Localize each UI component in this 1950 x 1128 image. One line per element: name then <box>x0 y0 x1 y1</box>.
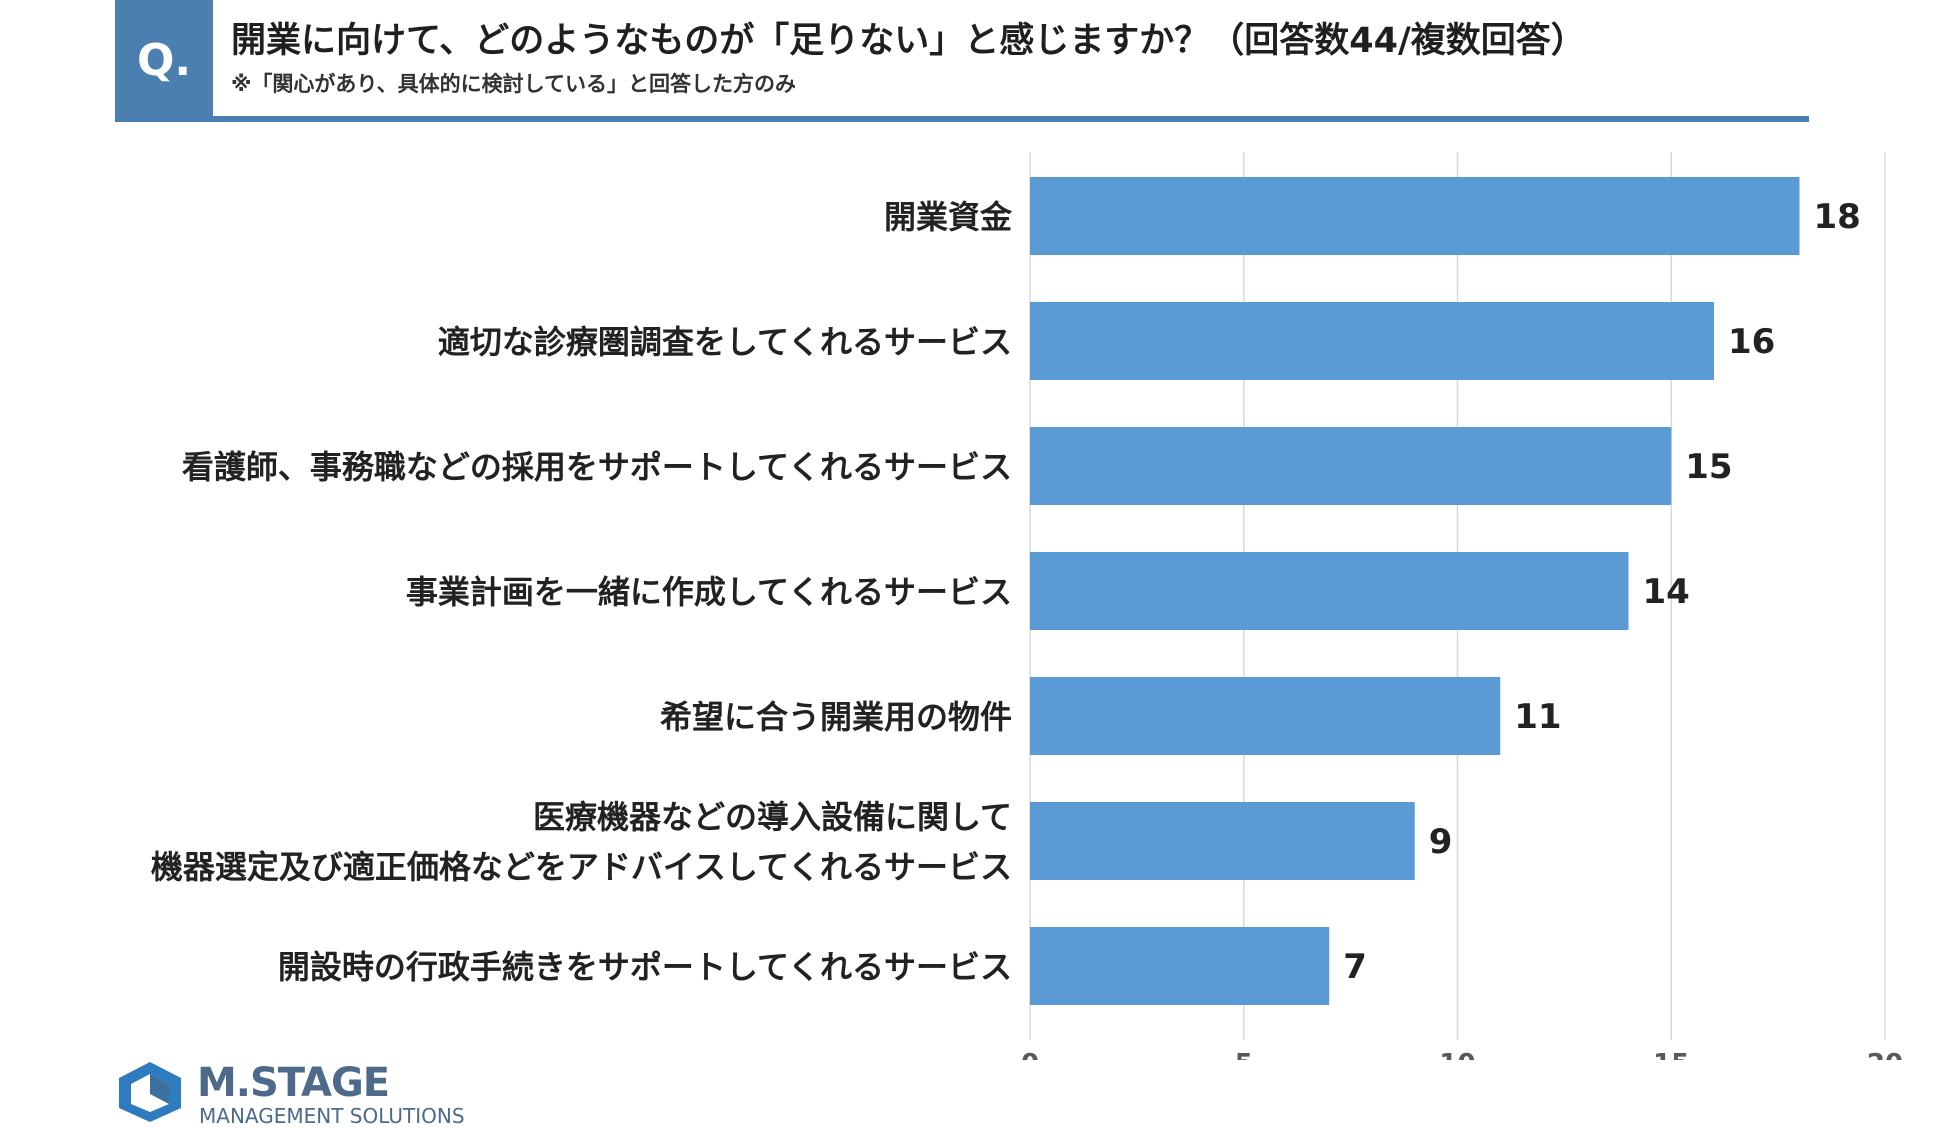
data-label: 16 <box>1728 322 1775 362</box>
question-note: ※「関心があり、具体的に検討している」と回答した方のみ <box>231 72 796 96</box>
x-tick-label: 10 <box>1439 1049 1475 1060</box>
header-underline <box>115 116 1809 122</box>
category-label: 開設時の行政手続きをサポートしてくれるサービス <box>278 948 1012 986</box>
bar <box>1030 802 1415 880</box>
bar <box>1030 552 1629 630</box>
category-label: 事業計画を一緒に作成してくれるサービス <box>406 573 1012 611</box>
question-badge: Q. <box>115 0 213 120</box>
bar <box>1030 927 1330 1005</box>
data-label: 7 <box>1343 947 1367 987</box>
category-label: 開業資金 <box>884 198 1013 236</box>
data-label: 11 <box>1514 697 1561 737</box>
x-tick-label: 15 <box>1653 1049 1689 1060</box>
data-label: 9 <box>1429 822 1453 862</box>
bar-chart: 0 5 10 15 20 18 開業資金 16 適切な診療圏調査をしてくれるサービス 15 看護師、… <box>151 152 1903 1060</box>
category-label: 適切な診療圏調査をしてくれるサービス <box>438 323 1012 361</box>
question-title: 開業に向けて、どのようなものが「足りない」と感じますか？（回答数44/複数回答） <box>231 21 1586 61</box>
bar <box>1030 427 1672 505</box>
category-label: 希望に合う開業用の物件 <box>660 698 1012 736</box>
data-label: 14 <box>1643 572 1690 612</box>
bar <box>1030 177 1800 255</box>
question-header: Q. 開業に向けて、どのようなものが「足りない」と感じますか？（回答数44/複数… <box>115 0 1809 124</box>
data-label: 15 <box>1685 447 1732 487</box>
bar <box>1030 677 1501 755</box>
x-tick-label: 5 <box>1235 1049 1253 1060</box>
logo-wordmark: M.STAGE <box>197 1060 390 1106</box>
x-tick-label: 20 <box>1867 1049 1903 1060</box>
x-tick-label: 0 <box>1021 1049 1039 1060</box>
data-label: 18 <box>1814 197 1861 237</box>
category-label: 医療機器などの導入設備に関して <box>533 798 1012 836</box>
logo-hexagon-icon <box>119 1062 181 1122</box>
bar <box>1030 302 1714 380</box>
category-label: 看護師、事務職などの採用をサポートしてくれるサービス <box>182 448 1012 486</box>
company-logo: M.STAGE MANAGEMENT SOLUTIONS <box>115 1060 535 1128</box>
category-label: 機器選定及び適正価格などをアドバイスしてくれるサービス <box>151 848 1012 886</box>
logo-tagline: MANAGEMENT SOLUTIONS <box>199 1104 465 1128</box>
